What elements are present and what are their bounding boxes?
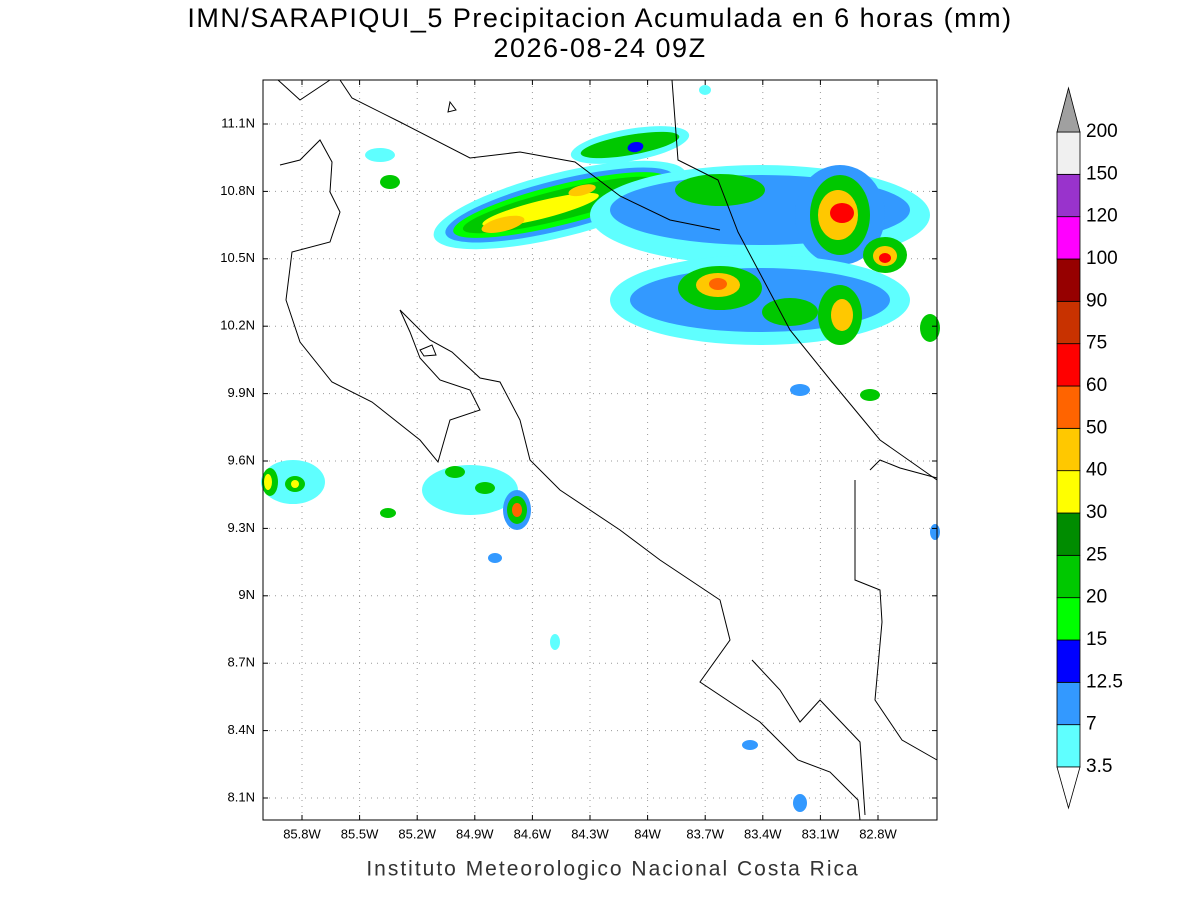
lon-label: 85.2W bbox=[398, 826, 436, 841]
colorbar-under bbox=[1056, 766, 1081, 810]
colorbar-label: 3.5 bbox=[1086, 756, 1112, 777]
colorbar-label: 40 bbox=[1086, 460, 1107, 481]
lon-label: 82.8W bbox=[859, 826, 897, 841]
colorbar-label: 30 bbox=[1086, 502, 1107, 523]
lat-label: 9.3N bbox=[228, 520, 255, 535]
colorbar-label: 50 bbox=[1086, 417, 1107, 438]
lat-label: 9.9N bbox=[228, 385, 255, 400]
colorbar-label: 150 bbox=[1086, 163, 1118, 184]
colorbar-segment bbox=[1056, 385, 1081, 429]
colorbar-segment bbox=[1056, 597, 1081, 641]
rain-band bbox=[433, 160, 687, 250]
lon-label: 85.5W bbox=[341, 826, 379, 841]
colorbar-segment bbox=[1056, 131, 1081, 175]
lat-label: 9N bbox=[238, 587, 255, 602]
colorbar-label: 75 bbox=[1086, 333, 1107, 354]
rain-cells bbox=[261, 85, 940, 812]
lon-label: 84.6W bbox=[514, 826, 552, 841]
lon-label: 84.3W bbox=[571, 826, 609, 841]
colorbar-segment bbox=[1056, 470, 1081, 514]
lon-label: 83.4W bbox=[744, 826, 782, 841]
footer: Instituto Meteorologico Nacional Costa R… bbox=[366, 858, 859, 881]
colorbar-segment bbox=[1056, 554, 1081, 599]
colorbar-label: 15 bbox=[1086, 629, 1107, 650]
coastlines bbox=[277, 79, 938, 821]
lat-label: 10.2N bbox=[220, 318, 255, 333]
map-frame bbox=[262, 79, 938, 821]
colorbar-over bbox=[1056, 86, 1081, 133]
lat-label: 9.6N bbox=[228, 452, 255, 467]
title: IMN/SARAPIQUI_5 Precipitacion Acumulada … bbox=[187, 3, 1012, 33]
colorbar-label: 120 bbox=[1086, 206, 1118, 227]
lat-label: 11.1N bbox=[221, 115, 255, 130]
colorbar-label: 12.5 bbox=[1086, 671, 1123, 692]
rain-band bbox=[570, 126, 690, 164]
colorbar-label: 20 bbox=[1086, 587, 1107, 608]
colorbar-segment bbox=[1056, 300, 1081, 345]
lat-label: 8.7N bbox=[228, 655, 255, 670]
rain-band bbox=[590, 165, 930, 273]
lat-label: 10.5N bbox=[220, 250, 255, 265]
colorbar-label: 200 bbox=[1086, 121, 1118, 142]
colorbar-segment bbox=[1056, 512, 1081, 556]
colorbar-segment bbox=[1056, 258, 1081, 302]
colorbar-segment bbox=[1056, 343, 1081, 387]
colorbar-label: 100 bbox=[1086, 248, 1118, 269]
lat-label: 8.1N bbox=[228, 789, 255, 804]
axes: 11.1N 10.8N 10.5N 10.2N 9.9N 9.6N 9.3N 9N 8.7N 8.… bbox=[220, 80, 937, 841]
lon-label: 83.1W bbox=[802, 826, 840, 841]
precipitation bbox=[261, 85, 940, 812]
colorbar-segment bbox=[1056, 173, 1081, 218]
lat-label: 10.8N bbox=[220, 183, 255, 198]
lon-label: 85.8W bbox=[283, 826, 321, 841]
colorbar-label: 25 bbox=[1086, 544, 1107, 565]
lon-label: 83.7W bbox=[686, 826, 724, 841]
lon-label: 84W bbox=[634, 826, 661, 841]
colorbar-segment bbox=[1056, 724, 1081, 768]
colorbar-segment bbox=[1056, 216, 1081, 260]
colorbar: 3.5 7 12.5 15 20 25 30 40 50 60 75 90 100 120 150 200 bbox=[1056, 86, 1123, 810]
colorbar-label: 7 bbox=[1086, 714, 1097, 735]
colorbar-label: 90 bbox=[1086, 290, 1107, 311]
lon-label: 84.9W bbox=[456, 826, 494, 841]
colorbar-segment bbox=[1056, 639, 1081, 683]
colorbar-segment bbox=[1056, 427, 1081, 472]
colorbar-segment bbox=[1056, 681, 1081, 726]
lat-label: 8.4N bbox=[228, 722, 255, 737]
subtitle: 2026-08-24 09Z bbox=[493, 33, 706, 63]
rain-band bbox=[610, 255, 940, 345]
colorbar-label: 60 bbox=[1086, 375, 1107, 396]
